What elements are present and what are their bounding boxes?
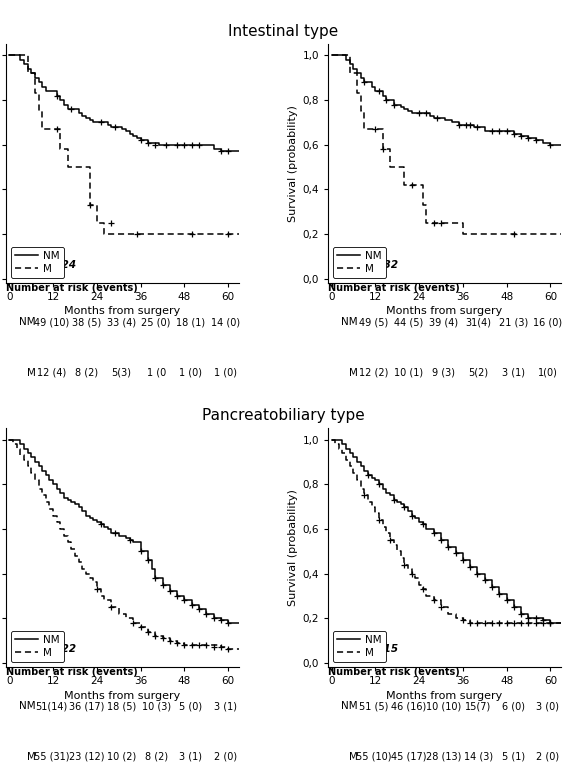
Text: Number at risk (events): Number at risk (events) [6, 283, 137, 293]
X-axis label: Months from surgery: Months from surgery [387, 306, 503, 316]
Y-axis label: Survival (probability): Survival (probability) [288, 490, 298, 607]
Text: M: M [27, 752, 35, 762]
Text: 14 (0): 14 (0) [211, 317, 240, 327]
Text: M: M [349, 752, 358, 762]
Text: NM: NM [341, 701, 358, 711]
Text: p=0.022: p=0.022 [27, 644, 76, 654]
Text: 23 (12): 23 (12) [69, 752, 104, 762]
Text: Intestinal type: Intestinal type [229, 24, 338, 39]
Text: 1(0): 1(0) [538, 367, 558, 377]
Text: 1 (0): 1 (0) [214, 367, 237, 377]
Legend: NM, M: NM, M [333, 247, 386, 278]
Text: 44 (5): 44 (5) [394, 317, 424, 327]
Text: M: M [349, 367, 358, 377]
Text: 51 (5): 51 (5) [359, 701, 388, 711]
Text: 10 (1): 10 (1) [394, 367, 424, 377]
X-axis label: Months from surgery: Months from surgery [64, 306, 180, 316]
Text: 8 (2): 8 (2) [75, 367, 98, 377]
Text: Number at risk (events): Number at risk (events) [328, 667, 460, 678]
Text: 2 (0): 2 (0) [214, 752, 238, 762]
Text: 5(2): 5(2) [468, 367, 488, 377]
Text: 5 (0): 5 (0) [179, 701, 202, 711]
Text: 36 (17): 36 (17) [69, 701, 104, 711]
Text: Pancreatobiliary type: Pancreatobiliary type [202, 408, 365, 422]
Text: 55 (31): 55 (31) [34, 752, 70, 762]
Text: 16 (0): 16 (0) [534, 317, 562, 327]
Text: NM: NM [341, 317, 358, 327]
Legend: NM, M: NM, M [11, 630, 64, 662]
Text: 9 (3): 9 (3) [432, 367, 455, 377]
Text: 10 (2): 10 (2) [107, 752, 136, 762]
Text: 15(7): 15(7) [466, 701, 492, 711]
Text: 3 (1): 3 (1) [502, 367, 524, 377]
Text: 21 (3): 21 (3) [498, 317, 528, 327]
Text: 5(3): 5(3) [111, 367, 132, 377]
Text: 18 (1): 18 (1) [176, 317, 205, 327]
Text: 3 (1): 3 (1) [214, 701, 237, 711]
Text: 28 (13): 28 (13) [426, 752, 461, 762]
Text: 10 (3): 10 (3) [142, 701, 171, 711]
Text: p=0.032: p=0.032 [349, 260, 398, 270]
Text: 31(4): 31(4) [466, 317, 492, 327]
Text: 12 (2): 12 (2) [359, 367, 388, 377]
Text: NM: NM [19, 701, 35, 711]
Text: 45 (17): 45 (17) [391, 752, 426, 762]
Text: Number at risk (events): Number at risk (events) [328, 283, 460, 293]
Text: NM: NM [19, 317, 35, 327]
Text: 1 (0: 1 (0 [146, 367, 166, 377]
Text: 39 (4): 39 (4) [429, 317, 458, 327]
Text: 51(14): 51(14) [36, 701, 68, 711]
Text: p=0.215: p=0.215 [349, 644, 398, 654]
Text: 1 (0): 1 (0) [180, 367, 202, 377]
Text: p=0.024: p=0.024 [27, 260, 76, 270]
Text: 5 (1): 5 (1) [502, 752, 524, 762]
Text: 8 (2): 8 (2) [145, 752, 168, 762]
Text: 25 (0): 25 (0) [142, 317, 171, 327]
Text: 2 (0): 2 (0) [536, 752, 560, 762]
Text: 38 (5): 38 (5) [72, 317, 101, 327]
Text: 18 (5): 18 (5) [107, 701, 136, 711]
X-axis label: Months from surgery: Months from surgery [64, 691, 180, 701]
Text: 3 (1): 3 (1) [180, 752, 202, 762]
Text: 6 (0): 6 (0) [502, 701, 524, 711]
Text: M: M [27, 367, 35, 377]
Legend: NM, M: NM, M [11, 247, 64, 278]
Text: 55 (10): 55 (10) [356, 752, 392, 762]
Text: 49 (10): 49 (10) [34, 317, 69, 327]
Legend: NM, M: NM, M [333, 630, 386, 662]
Text: 10 (10): 10 (10) [426, 701, 461, 711]
Text: 14 (3): 14 (3) [464, 752, 493, 762]
Text: 33 (4): 33 (4) [107, 317, 136, 327]
Text: 3 (0): 3 (0) [536, 701, 560, 711]
Text: 46 (16): 46 (16) [391, 701, 426, 711]
Text: 49 (5): 49 (5) [359, 317, 388, 327]
X-axis label: Months from surgery: Months from surgery [387, 691, 503, 701]
Text: 12 (4): 12 (4) [37, 367, 66, 377]
Text: Number at risk (events): Number at risk (events) [6, 667, 137, 678]
Y-axis label: Survival (probability): Survival (probability) [288, 105, 298, 222]
